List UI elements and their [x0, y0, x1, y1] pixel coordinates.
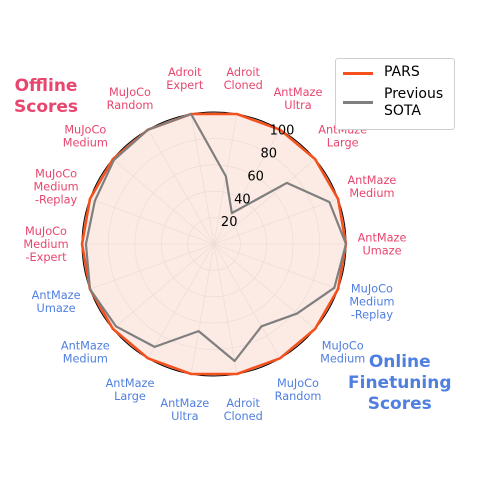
- online-title-line: Finetuning: [348, 373, 452, 393]
- category-label-line: MuJoCo: [109, 86, 151, 99]
- radial-tick-label: 60: [247, 169, 264, 184]
- category-label: AntMaze Umaze: [358, 231, 407, 257]
- legend-swatch-pars: [343, 72, 373, 75]
- category-label-line: Medium: [63, 137, 108, 150]
- category-label-line: -Expert: [25, 251, 67, 264]
- category-label-line: Medium: [320, 353, 365, 366]
- category-label-line: Ultra: [171, 410, 198, 423]
- category-label: AntMaze Ultra: [160, 397, 209, 423]
- category-label-line: AntMaze: [347, 174, 396, 187]
- category-label-line: MuJoCo: [35, 167, 77, 180]
- online-title-line: Online: [368, 352, 431, 372]
- radar-category-labels: AdroitClonedAntMazeUltraAntMazeLargeAntM…: [23, 66, 406, 423]
- category-label-line: Cloned: [224, 410, 263, 423]
- category-label-line: Medium: [34, 181, 79, 194]
- category-label: MuJoCo Medium: [320, 339, 365, 365]
- category-label-line: AntMaze: [160, 397, 209, 410]
- category-label-line: Medium: [63, 353, 108, 366]
- radial-tick-label: 20: [221, 215, 238, 230]
- online-title-line: Scores: [367, 394, 432, 414]
- category-label-line: Adroit: [226, 66, 260, 79]
- category-label: MuJoCo Medium -Replay: [349, 282, 394, 321]
- category-label: MuJoCo Medium -Expert: [23, 225, 68, 264]
- category-label-line: Medium: [349, 296, 394, 309]
- radial-tick-label: 100: [270, 124, 295, 139]
- category-label-line: -Replay: [35, 194, 78, 207]
- category-label-line: AntMaze: [32, 289, 81, 302]
- category-label-line: Cloned: [224, 79, 263, 92]
- category-label: Adroit Cloned: [224, 397, 263, 423]
- category-label-line: Medium: [23, 238, 68, 251]
- category-label-line: Random: [275, 390, 322, 403]
- online-finetuning-title: Online Finetuning Scores: [348, 352, 452, 415]
- radar-series: [80, 112, 348, 376]
- legend-label-previous-sota: Previous: [384, 86, 444, 102]
- category-label-line: Adroit: [226, 397, 260, 410]
- category-label: AntMaze Umaze: [32, 289, 81, 315]
- category-label-line: Umaze: [362, 245, 401, 258]
- category-label-line: AntMaze: [358, 231, 407, 244]
- category-label-line: Adroit: [168, 66, 202, 79]
- category-label: MuJoCo Random: [275, 377, 322, 403]
- category-label-line: Ultra: [284, 99, 311, 112]
- category-label-line: -Replay: [351, 309, 394, 322]
- category-label: MuJoCo Medium: [63, 123, 108, 149]
- category-label: Adroit Expert: [166, 66, 204, 92]
- radar-tick-labels: 20 40 60 80 100: [221, 124, 294, 230]
- legend-swatch-previous-sota: [343, 101, 373, 104]
- legend-label-previous-sota: SOTA: [384, 103, 421, 119]
- category-label-line: MuJoCo: [351, 282, 393, 295]
- category-label: AntMaze Ultra: [274, 86, 323, 112]
- offline-scores-title: Offline Scores: [14, 76, 78, 118]
- category-label-line: MuJoCo: [25, 225, 67, 238]
- category-label-line: Large: [114, 390, 146, 403]
- category-label: AntMaze Medium: [61, 339, 110, 365]
- category-label-line: Medium: [349, 187, 394, 200]
- category-label-line: MuJoCo: [277, 377, 319, 390]
- category-label-line: AntMaze: [106, 377, 155, 390]
- radial-tick-label: 40: [234, 192, 251, 207]
- category-label-line: Expert: [166, 79, 204, 92]
- radial-tick-label: 80: [261, 147, 278, 162]
- category-label-line: Large: [327, 137, 359, 150]
- offline-title-line: Scores: [14, 97, 79, 117]
- category-label-line: AntMaze: [274, 86, 323, 99]
- category-label: MuJoCo Random: [107, 86, 154, 112]
- category-label-line: MuJoCo: [64, 123, 106, 136]
- chart-legend: PARS Previous SOTA: [335, 58, 455, 130]
- category-label-line: Random: [107, 99, 154, 112]
- legend-label-pars: PARS: [384, 64, 420, 80]
- category-label-line: MuJoCo: [322, 339, 364, 352]
- category-label-line: Umaze: [37, 302, 76, 315]
- offline-title-line: Offline: [14, 76, 78, 96]
- category-label: Adroit Cloned: [224, 66, 263, 92]
- category-label: AntMaze Medium: [347, 174, 396, 200]
- category-label-line: AntMaze: [61, 339, 110, 352]
- category-label: MuJoCo Medium -Replay: [34, 167, 79, 206]
